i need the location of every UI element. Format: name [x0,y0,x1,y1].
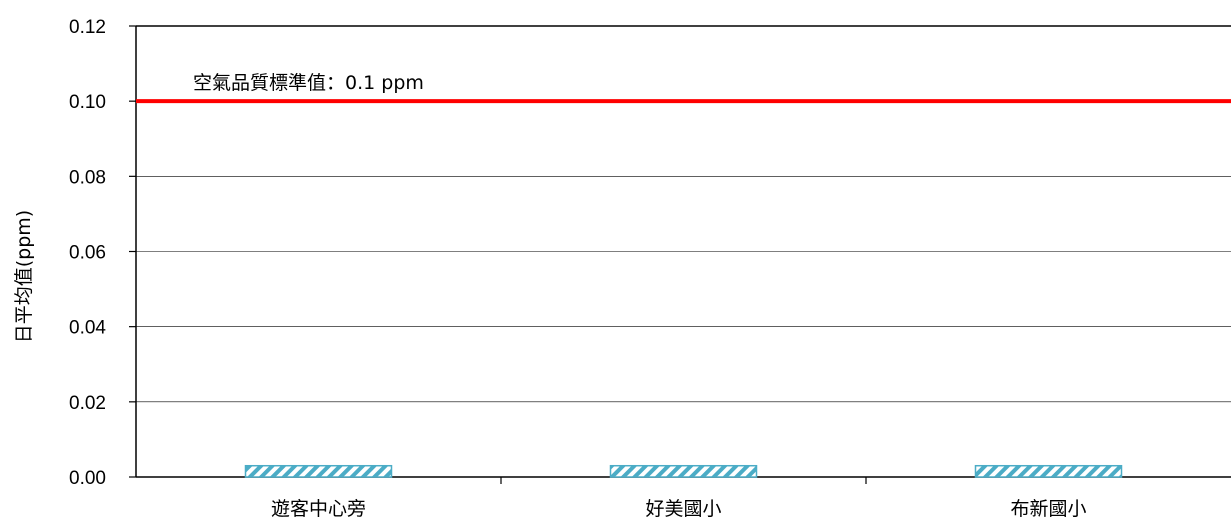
y-tick-label: 0.08 [69,167,106,188]
y-tick-label: 0.02 [69,393,106,414]
y-tick-label: 0.06 [69,243,106,264]
x-ticks: 遊客中心旁 好美國小 布新國小 [271,477,1087,520]
y-tick-label: 0.12 [69,17,106,38]
bar [244,464,393,478]
x-category-label: 遊客中心旁 [271,498,366,520]
y-axis-label: 日平均值(ppm) [13,210,35,343]
y-tick-label: 0.10 [69,92,106,113]
bar [974,464,1123,478]
y-tick-label: 0.00 [69,468,106,489]
x-category-label: 布新國小 [1010,498,1086,520]
gridlines [136,100,1231,403]
y-tick-label: 0.04 [69,318,106,339]
bar [609,464,758,478]
x-category-label: 好美國小 [645,498,721,520]
y-ticks: 0.00 0.02 0.04 0.06 0.08 0.10 0.12 [69,17,136,489]
standard-annotation: 空氣品質標準值：0.1 ppm [193,72,424,94]
bars [244,464,1123,478]
